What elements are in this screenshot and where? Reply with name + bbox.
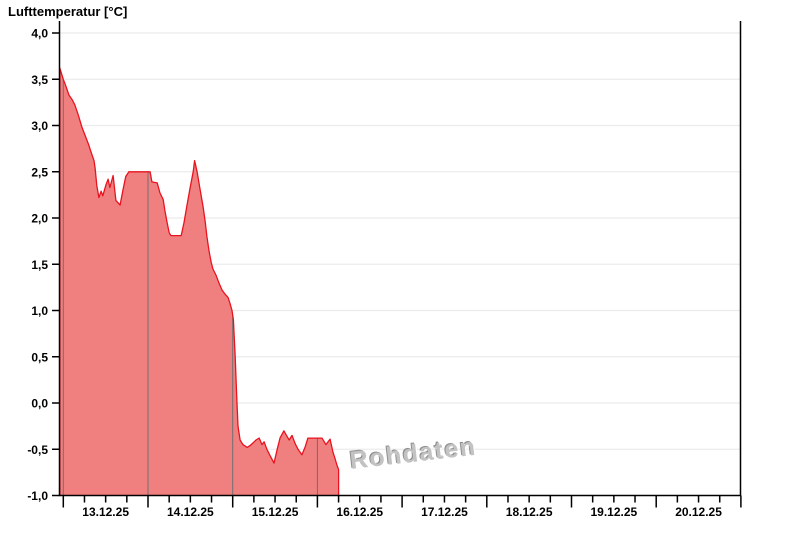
y-tick-label: 4,0 xyxy=(31,27,48,41)
y-tick-label: 2,0 xyxy=(31,212,48,226)
y-tick-label: 0,0 xyxy=(31,397,48,411)
y-tick-label: 0,5 xyxy=(31,350,48,364)
x-tick-label: 19.12.25 xyxy=(590,505,637,519)
y-tick-label: 1,5 xyxy=(31,258,48,272)
y-tick-label: 1,0 xyxy=(31,304,48,318)
y-tick-label: -0,5 xyxy=(27,443,48,457)
y-tick-label: 3,5 xyxy=(31,73,48,87)
y-tick-label: 2,5 xyxy=(31,165,48,179)
area-fill xyxy=(59,68,339,496)
x-tick-label: 17.12.25 xyxy=(421,505,468,519)
chart-title: Lufttemperatur [°C] xyxy=(8,4,128,19)
x-tick-label: 13.12.25 xyxy=(82,505,129,519)
y-tick-label: 3,0 xyxy=(31,119,48,133)
temperature-line xyxy=(59,67,340,496)
x-tick-label: 15.12.25 xyxy=(252,505,299,519)
x-tick-label: 14.12.25 xyxy=(167,505,214,519)
x-tick-label: 18.12.25 xyxy=(506,505,553,519)
y-tick-label: -1,0 xyxy=(27,489,48,503)
x-tick-label: 16.12.25 xyxy=(336,505,383,519)
x-tick-label: 20.12.25 xyxy=(675,505,722,519)
